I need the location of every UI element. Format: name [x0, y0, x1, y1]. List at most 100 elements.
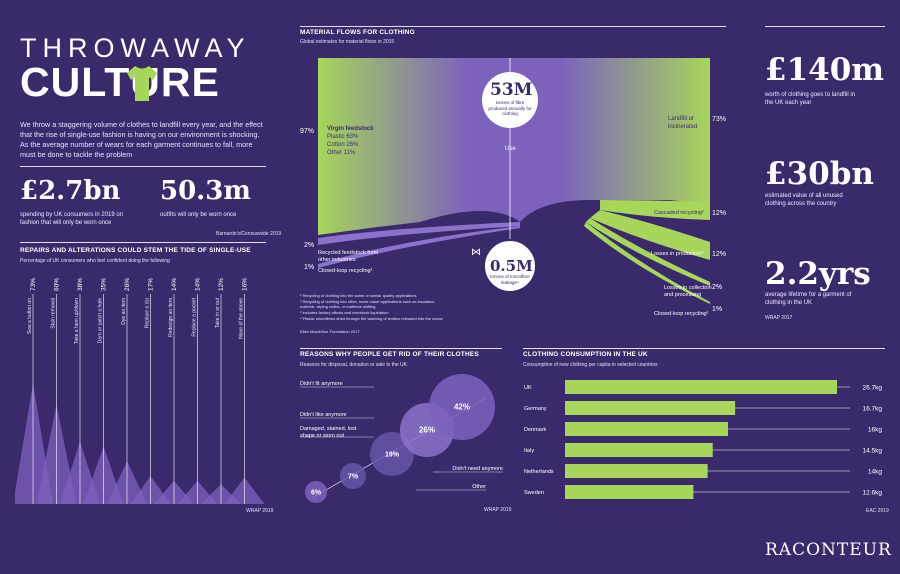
repairs-value-label: 17%: [148, 278, 155, 291]
reasons-bubble: [305, 481, 327, 503]
consumption-bar: [565, 485, 694, 499]
material-subtitle: Global estimates for material flows in 2…: [300, 39, 395, 45]
title-line2-text: CULTURE: [20, 59, 220, 105]
reasons-category-label: Didn't need anymore: [452, 466, 503, 472]
repairs-chart: 73% Sew a button on 60% Stain removal 38% Tak…: [15, 278, 265, 504]
repairs-value-label: 73%: [30, 278, 37, 291]
material-footnote-3: ³ Includes factory offcuts and overstock…: [300, 310, 389, 315]
tshirt-icon: [123, 63, 161, 110]
consumption-chart: UK 26.7kg Germany 16.7kg Denmark 16kg Italy 14.…: [524, 380, 882, 499]
fibre-circle: [482, 72, 538, 128]
right-top-rule: [765, 26, 885, 27]
material-footnote-4: ⁴ Plastic microfibres shed through the w…: [300, 316, 443, 321]
consumption-subtitle: Consumption of new clothing per capita i…: [523, 362, 658, 368]
repairs-subtitle: Percentage of UK consumers who feel conf…: [20, 258, 170, 264]
reasons-title: REASONS WHY PEOPLE GET RID OF THEIR CLOT…: [300, 351, 479, 358]
repairs-title: REPAIRS AND ALTERATIONS COULD STEM THE T…: [20, 247, 251, 254]
closed-loop-right-flow: [584, 222, 710, 304]
stat-landfill-desc: worth of clothing goes to landfill in th…: [765, 92, 856, 106]
reasons-chart: 6% 7% 19% 26% 42% Other Didn't need anymore Dam…: [300, 374, 503, 503]
losses-coll-pct: 2%: [712, 284, 723, 291]
consumption-value-label: 16.7kg: [862, 406, 882, 413]
consumption-source: EAC 2019: [866, 508, 889, 514]
recycled-label: Recycled feedstock from other industries: [318, 250, 379, 263]
use-label: Use: [505, 146, 516, 152]
repairs-category-label: Take in or out: [215, 297, 221, 328]
material-flow-diagram: ⋈: [318, 58, 710, 304]
losses-collection-flow: [586, 218, 710, 286]
consumption-country-label: Denmark: [524, 427, 547, 433]
repairs-category-label: Stain removal: [51, 298, 57, 329]
closed-right-label: Closed-loop recycling¹: [654, 311, 709, 317]
material-title: MATERIAL FLOWS FOR CLOTHING: [300, 29, 415, 36]
stat-spending-value: £2.7bn: [20, 176, 121, 206]
cascaded-flow: [600, 200, 710, 220]
repairs-category-label: Replace a zip: [145, 298, 151, 329]
losses-prod-label: Losses in production³: [651, 251, 704, 257]
repairs-value-label: 35%: [101, 278, 108, 291]
consumption-country-label: Netherlands: [524, 469, 554, 475]
consumption-value-label: 14kg: [868, 469, 882, 476]
intro-text: We throw a staggering volume of clothes …: [20, 120, 263, 160]
title-line1: THROWAWAY: [20, 33, 251, 63]
landfill-pct: 73%: [712, 116, 727, 123]
virgin-line-cotton: Cotton 26%: [327, 142, 359, 148]
main-flow-band: [318, 58, 710, 235]
reasons-category-label: Damaged, stained, lost shape or worn out: [300, 426, 357, 439]
reasons-bubble: [429, 374, 495, 440]
reasons-subtitle: Reasons for disposal, donation or sale i…: [300, 362, 408, 368]
recycled-pct: 2%: [304, 242, 315, 249]
consumption-value-label: 16kg: [868, 427, 882, 434]
title-line2: CULTURE: [20, 62, 220, 103]
fibre-big: 53M: [490, 80, 533, 100]
repairs-category-label: Redesign an item: [168, 298, 174, 337]
material-footnote-1: ¹ Recycling of clothing into the same or…: [300, 293, 417, 298]
intro-divider: [20, 166, 266, 167]
stats-left-source: Barnardo's/Censuswide 2019: [216, 231, 282, 237]
consumption-bar: [565, 380, 837, 394]
recycled-feedstock-flow: [318, 222, 520, 245]
reasons-category-line: shape or worn out: [300, 433, 344, 439]
repairs-value-label: 16%: [242, 278, 249, 291]
reasons-bubble-label: 7%: [348, 474, 359, 481]
reasons-category-label: Didn't like anymore: [300, 412, 347, 418]
repairs-value-label: 60%: [54, 278, 61, 291]
consumption-value-label: 26.7kg: [862, 385, 882, 392]
closed-left-pct: 1%: [304, 264, 315, 271]
fish-icon: ⋈: [471, 247, 481, 258]
leak-small: tonnes of microfibre leakage⁴: [490, 274, 530, 285]
reasons-source: WRAP 2019: [484, 507, 512, 513]
losses-coll-label: Losses in collection and processing: [664, 285, 712, 298]
material-source: Ellen MacArthur Foundation 2017: [300, 329, 360, 334]
landfill-label: Landfill or incinerated: [668, 116, 698, 130]
virgin-line-other: Other 11%: [327, 150, 356, 156]
repairs-divider: [20, 242, 266, 243]
consumption-value-label: 12.6kg: [862, 490, 882, 497]
consumption-country-label: Germany: [524, 406, 547, 412]
stats-right-source: WRAP 2017: [765, 315, 793, 321]
repairs-value-label: 14%: [171, 278, 178, 291]
reasons-bubble-label: 26%: [419, 426, 435, 435]
consumption-country-label: Italy: [524, 448, 534, 454]
closed-loop-left-flow: [318, 226, 520, 268]
consumption-bar: [565, 422, 728, 436]
fibre-small: tonnes of fibre produced annually for cl…: [488, 100, 532, 117]
losses-production-flow: [590, 210, 710, 260]
repairs-category-label: Replace a pocket: [192, 297, 198, 336]
stat-lifetime-desc: average lifetime for a garment of clothi…: [765, 292, 852, 306]
reasons-category-line: Damaged, stained, lost: [300, 426, 357, 432]
material-left-pct: 97%: [300, 128, 315, 135]
reasons-bubble: [340, 463, 366, 489]
consumption-bar: [565, 401, 736, 415]
stat-lifetime-value: 2.2yrs: [765, 256, 871, 292]
reasons-divider: [300, 348, 502, 349]
stat-outfits-value: 50.3m: [160, 176, 251, 206]
reasons-bubble-label: 19%: [385, 452, 400, 459]
reasons-category-label: Didn't fit anymore: [300, 381, 343, 387]
repairs-value-label: 12%: [218, 278, 225, 291]
stat-spending-desc: spending by UK consumers in 2019 on fash…: [20, 212, 124, 226]
stat-landfill-value: £140m: [765, 52, 885, 88]
consumption-title: CLOTHING CONSUMPTION IN THE UK: [523, 351, 648, 358]
reasons-bubble-label: 42%: [454, 403, 470, 412]
closed-right-pct: 1%: [712, 306, 723, 313]
